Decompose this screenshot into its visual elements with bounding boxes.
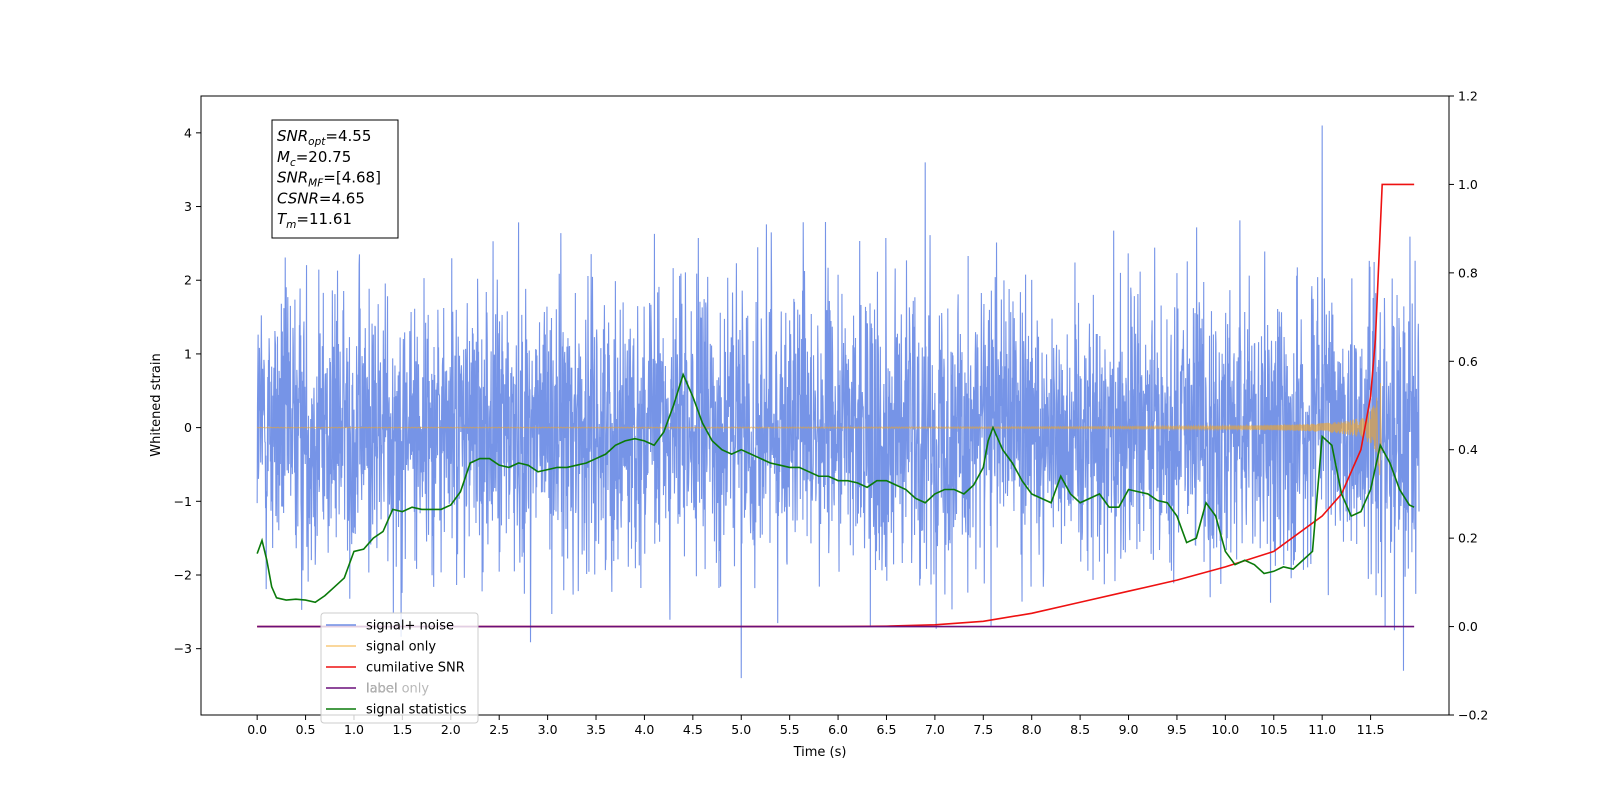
x-tick-label: 4.5 bbox=[683, 722, 703, 737]
info-box-frame bbox=[271, 119, 399, 239]
info-symbol: SNR bbox=[277, 169, 308, 187]
x-tick-label: 4.0 bbox=[634, 722, 654, 737]
x-tick-label: 8.5 bbox=[1070, 722, 1090, 737]
signal-only-series bbox=[257, 383, 1382, 476]
x-tick-label: 2.5 bbox=[489, 722, 509, 737]
info-subscript: opt bbox=[308, 136, 326, 148]
info-subscript: c bbox=[290, 157, 296, 169]
signal-plus-noise-line bbox=[256, 125, 1420, 679]
y2-tick-label: 0.6 bbox=[1458, 354, 1478, 369]
info-subscript: MF bbox=[308, 178, 324, 190]
y2-tick-label: 1.2 bbox=[1458, 89, 1478, 104]
x-tick-label: 5.0 bbox=[731, 722, 751, 737]
legend-label: signal only bbox=[366, 640, 436, 655]
x-axis-label: Time (s) bbox=[793, 745, 847, 760]
info-symbol: T bbox=[277, 210, 288, 228]
legend-label: cumilative SNR bbox=[366, 661, 465, 676]
legend-frame bbox=[320, 612, 479, 724]
signal-statistics-line bbox=[256, 372, 1415, 604]
x-tick-label: 0.0 bbox=[247, 722, 267, 737]
info-value: =20.75 bbox=[296, 148, 352, 166]
info-box: SNRopt=4.55Mc=20.75SNRMF=[4.68]CSNR=4.65… bbox=[271, 119, 399, 239]
info-subscript: m bbox=[286, 219, 296, 231]
y2-tick-label: 1.0 bbox=[1458, 177, 1478, 192]
x-tick-label: 8.0 bbox=[1022, 722, 1042, 737]
info-value: =[4.68] bbox=[323, 169, 381, 187]
y-tick-label: 2 bbox=[184, 273, 192, 288]
y-tick-label: 0 bbox=[184, 420, 192, 435]
x-tick-label: 7.5 bbox=[973, 722, 993, 737]
x-tick-label: 1.0 bbox=[344, 722, 364, 737]
x-tick-label: 9.5 bbox=[1167, 722, 1187, 737]
info-symbol: M bbox=[277, 148, 290, 166]
info-line: Mc=20.75 bbox=[277, 148, 351, 169]
x-tick-label: 6.0 bbox=[828, 722, 848, 737]
y-tick-label: 3 bbox=[184, 199, 192, 214]
y-tick-label: −3 bbox=[174, 641, 192, 656]
y-axis-left: −3 −2 −1 0 1 2 3 4 bbox=[174, 125, 201, 656]
x-tick-label: 11.0 bbox=[1308, 722, 1336, 737]
info-line: Tm=11.61 bbox=[277, 210, 352, 231]
signal-plus-noise-series bbox=[256, 125, 1420, 679]
info-line: SNRMF=[4.68] bbox=[277, 169, 381, 190]
y2-tick-label: 0.4 bbox=[1458, 442, 1478, 457]
y-tick-label: −1 bbox=[174, 494, 192, 509]
x-tick-label: 6.5 bbox=[877, 722, 897, 737]
x-tick-label: 1.5 bbox=[392, 722, 412, 737]
x-tick-label: 11.5 bbox=[1357, 722, 1385, 737]
y-tick-label: −2 bbox=[174, 567, 192, 582]
y-axis-right: −0.2 0.0 0.2 0.4 0.6 0.8 1.0 1.2 bbox=[1449, 89, 1488, 723]
y2-tick-label: 0.0 bbox=[1458, 619, 1478, 634]
legend: signal+ noise signal only cumilative SNR la… bbox=[320, 612, 479, 724]
x-tick-label: 3.5 bbox=[586, 722, 606, 737]
x-tick-label: 10.5 bbox=[1260, 722, 1288, 737]
info-line: SNRopt=4.55 bbox=[277, 127, 371, 148]
info-symbol: CSNR bbox=[277, 189, 319, 207]
plot-area bbox=[256, 125, 1420, 679]
y-axis-label: Whitened strain bbox=[149, 353, 164, 456]
x-axis: 0.0 0.5 1.0 1.5 2.0 2.5 3.0 3.5 4.0 4.5 5.0 5.5 6.0 6… bbox=[247, 715, 1384, 737]
y-tick-label: 1 bbox=[184, 346, 192, 361]
info-value: =4.65 bbox=[319, 189, 365, 207]
y2-tick-label: −0.2 bbox=[1458, 708, 1488, 723]
info-symbol: SNR bbox=[277, 127, 308, 145]
cumulative-snr-line bbox=[257, 183, 1415, 628]
x-tick-label: 0.5 bbox=[296, 722, 316, 737]
legend-label: signal+ noise bbox=[366, 619, 454, 634]
legend-label: label bbox=[366, 682, 397, 697]
y-tick-label: 4 bbox=[184, 125, 192, 140]
x-tick-label: 9.0 bbox=[1119, 722, 1139, 737]
x-tick-label: 10.0 bbox=[1211, 722, 1239, 737]
x-tick-label: 5.5 bbox=[780, 722, 800, 737]
signal-only-line bbox=[257, 383, 1382, 476]
info-value: =11.61 bbox=[296, 210, 352, 228]
info-line: CSNR=4.65 bbox=[277, 189, 365, 207]
y2-tick-label: 0.2 bbox=[1458, 531, 1478, 546]
plot-frame bbox=[200, 95, 1450, 716]
y2-tick-label: 0.8 bbox=[1458, 265, 1478, 280]
x-tick-label: 3.0 bbox=[538, 722, 558, 737]
x-tick-label: 7.0 bbox=[925, 722, 945, 737]
info-value: =4.55 bbox=[325, 127, 371, 145]
x-tick-label: 2.0 bbox=[441, 722, 461, 737]
legend-label: label only bbox=[366, 682, 429, 697]
legend-label: signal statistics bbox=[366, 703, 467, 718]
